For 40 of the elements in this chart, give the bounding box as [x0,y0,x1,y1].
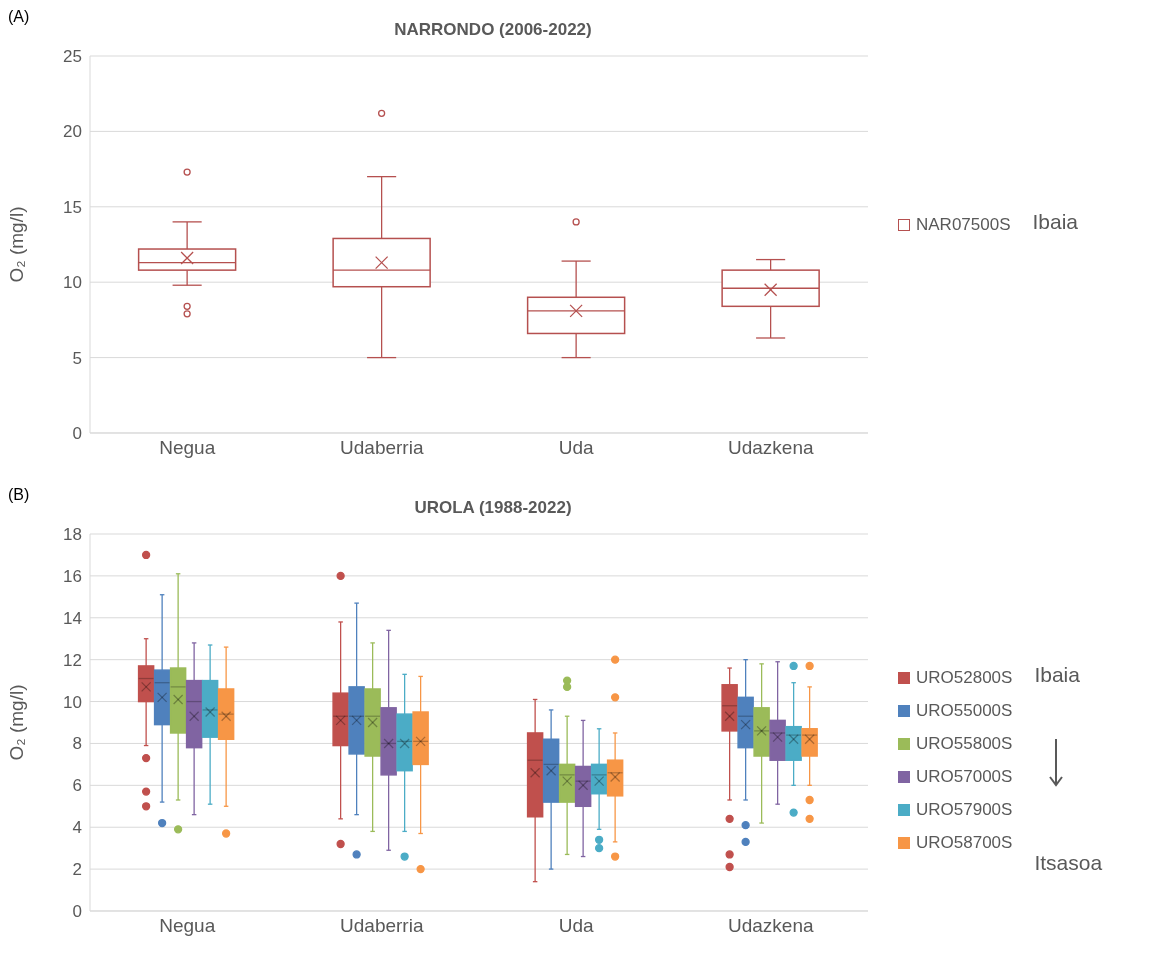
y-tick-label: 2 [72,860,82,880]
y-tick-label: 25 [63,47,82,67]
text: (A) [8,8,30,26]
text: Ibaia [1034,663,1080,687]
legend-label: URO58700S [916,832,1013,853]
y-tick-label: 6 [72,776,82,796]
legend-label: URO55000S [916,700,1013,721]
chart-title: UROLA (1988-2022) [414,498,572,517]
y-tick-label: 12 [63,650,82,670]
y-tick-label: 8 [72,734,82,754]
y-tick-label: 18 [63,525,82,545]
y-tick-label: 0 [72,902,82,922]
text: Ibaia [1032,210,1079,234]
y-tick-label: 5 [72,348,82,368]
text: Itsasoa [1034,851,1103,875]
y-tick-label: 20 [63,122,82,142]
x-tick-label: Uda [558,915,595,937]
y-axis-title: O₂ (mg/l) [5,684,27,761]
x-tick-label: Udaberria [340,437,424,459]
legend-label: URO52800S [916,667,1013,688]
y-tick-label: 16 [63,566,82,586]
chart-title: NARRONDO (2006-2022) [394,20,592,39]
x-tick-label: Udaberria [340,915,424,937]
x-tick-label: Udazkena [727,915,814,937]
legend-label: URO57900S [916,799,1013,820]
legend-label: URO55800S [916,733,1013,754]
x-tick-label: Udazkena [727,437,814,459]
legend-label: NAR07500S [916,214,1011,235]
y-tick-label: 10 [63,273,82,293]
legend-label: URO57000S [916,766,1013,787]
y-tick-label: 0 [72,424,82,444]
y-tick-label: 15 [63,197,82,217]
y-axis-title: O₂ (mg/l) [5,206,27,283]
x-tick-label: Negua [159,437,216,459]
y-tick-label: 4 [72,818,82,838]
text: (B) [8,486,30,504]
y-tick-label: 10 [63,692,82,712]
x-tick-label: Negua [159,915,216,937]
y-tick-label: 14 [63,608,82,628]
x-tick-label: Uda [558,437,595,459]
